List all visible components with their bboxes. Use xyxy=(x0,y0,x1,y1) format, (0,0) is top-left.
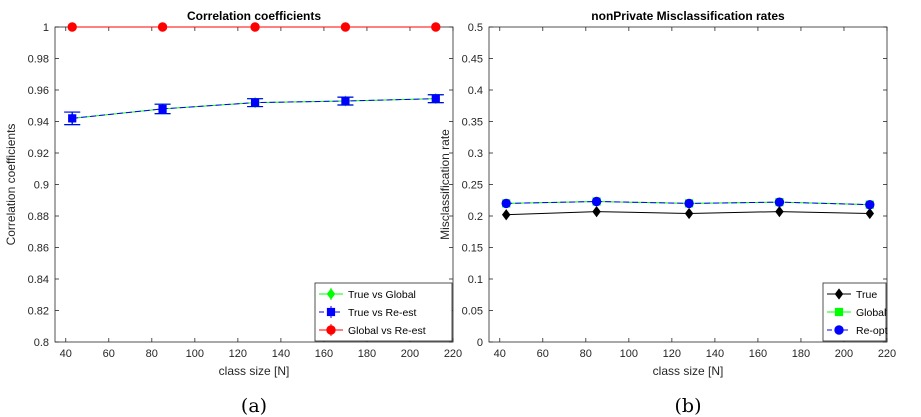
data-point xyxy=(684,207,694,220)
x-tick-label: 60 xyxy=(103,348,115,360)
legend-entry: Global xyxy=(827,307,886,319)
y-tick-label: 0.15 xyxy=(462,243,483,255)
y-tick-label: 0.35 xyxy=(462,117,483,129)
data-point xyxy=(592,205,601,218)
y-tick-label: 0.9 xyxy=(34,180,49,192)
legend-marker xyxy=(834,307,844,317)
legend: True vs Global True vs Re-est Global vs Re… xyxy=(314,282,453,342)
data-point xyxy=(431,94,440,103)
legend-entry: Re-opt xyxy=(827,325,888,337)
legend-label: Re-opt xyxy=(856,325,888,337)
data-point xyxy=(774,197,785,207)
data-point xyxy=(501,209,511,221)
legend-entry: True vs Global xyxy=(319,288,416,301)
plot-area xyxy=(488,26,888,343)
legend-label: Global xyxy=(856,307,886,319)
y-tick-label: 1 xyxy=(43,22,49,34)
legend-label: Global vs Re-est xyxy=(348,325,426,337)
y-tick-label: 0.96 xyxy=(28,85,49,97)
y-tick-label: 0.8 xyxy=(34,337,49,349)
x-tick-label: 40 xyxy=(494,348,506,360)
data-point xyxy=(68,114,77,123)
legend-label: True xyxy=(856,289,877,301)
x-tick-label: 100 xyxy=(186,348,204,360)
x-tick-label: 140 xyxy=(272,348,290,360)
y-tick-label: 0.88 xyxy=(28,211,49,223)
y-tick-label: 0.86 xyxy=(28,243,49,255)
series-3 xyxy=(67,22,441,32)
data-point xyxy=(341,96,350,106)
chart-title: Correlation coefficients xyxy=(187,9,321,23)
y-tick-label: 0.5 xyxy=(468,22,483,34)
y-tick-label: 0.1 xyxy=(468,274,483,286)
legend: True Global Re-opt xyxy=(822,282,888,342)
series-3 xyxy=(501,196,875,210)
legend-marker xyxy=(326,307,336,317)
data-point xyxy=(865,199,875,210)
y-tick-label: 0.94 xyxy=(28,117,49,129)
data-point xyxy=(775,205,784,218)
x-tick-label: 40 xyxy=(60,348,72,360)
figure-caption: (b) xyxy=(675,395,702,417)
x-tick-label: 200 xyxy=(401,348,419,360)
x-axis-label: class size [N] xyxy=(653,364,724,378)
y-tick-label: 0.25 xyxy=(462,180,483,192)
x-tick-label: 220 xyxy=(444,348,462,360)
data-point xyxy=(684,198,694,209)
x-tick-label: 80 xyxy=(580,348,592,360)
data-point xyxy=(431,22,441,32)
data-point xyxy=(250,22,260,32)
data-point xyxy=(157,22,168,32)
y-tick-label: 0.3 xyxy=(468,148,483,160)
y-axis-label: Correlation coefficients xyxy=(4,124,18,246)
legend-marker xyxy=(834,288,844,300)
legend-marker xyxy=(326,288,336,300)
data-point xyxy=(591,196,602,207)
x-tick-label: 160 xyxy=(749,348,767,360)
x-tick-label: 120 xyxy=(663,348,681,360)
data-point xyxy=(158,104,167,114)
data-point xyxy=(250,98,260,107)
y-tick-label: 0.84 xyxy=(28,274,49,286)
x-tick-label: 200 xyxy=(835,348,853,360)
x-tick-label: 180 xyxy=(358,348,376,360)
data-point xyxy=(501,198,511,209)
y-tick-label: 0.05 xyxy=(462,306,483,318)
x-tick-label: 120 xyxy=(229,348,247,360)
legend-entry: True vs Re-est xyxy=(319,306,417,319)
series-2 xyxy=(64,94,444,126)
data-point xyxy=(340,22,351,32)
y-tick-label: 0.92 xyxy=(28,148,49,160)
legend-marker xyxy=(326,325,336,335)
legend-entry: True xyxy=(827,288,877,301)
legend-label: True vs Global xyxy=(348,289,416,301)
y-tick-label: 0.45 xyxy=(462,54,483,66)
series-1 xyxy=(501,205,875,221)
figure-caption: (a) xyxy=(241,395,267,417)
x-tick-label: 180 xyxy=(792,348,810,360)
y-tick-label: 0.82 xyxy=(28,306,49,318)
legend-label: True vs Re-est xyxy=(348,307,417,319)
y-tick-label: 0.2 xyxy=(468,211,483,223)
y-axis-label: Misclassification rate xyxy=(438,129,452,240)
x-tick-label: 80 xyxy=(146,348,158,360)
y-tick-label: 0 xyxy=(477,337,483,349)
data-point xyxy=(865,207,875,220)
x-tick-label: 60 xyxy=(537,348,549,360)
data-point xyxy=(67,22,77,32)
y-tick-label: 0.4 xyxy=(468,85,483,97)
y-tick-label: 0.98 xyxy=(28,54,49,66)
x-tick-label: 100 xyxy=(620,348,638,360)
x-tick-label: 220 xyxy=(878,348,896,360)
chart-b: 40 60 80 100 120 140 160 180 200 220 0 0.05 0.1 0.15 0… xyxy=(438,9,896,417)
chart-a: 40 60 80 100 120 140 160 180 200 220 0.8 0.82 0.84 0.… xyxy=(4,9,462,417)
legend-entry: Global vs Re-est xyxy=(319,324,426,337)
x-axis-label: class size [N] xyxy=(219,364,290,378)
legend-marker xyxy=(834,325,844,335)
x-tick-label: 140 xyxy=(706,348,724,360)
x-tick-label: 160 xyxy=(315,348,333,360)
chart-title: nonPrivate Misclassification rates xyxy=(591,9,785,23)
